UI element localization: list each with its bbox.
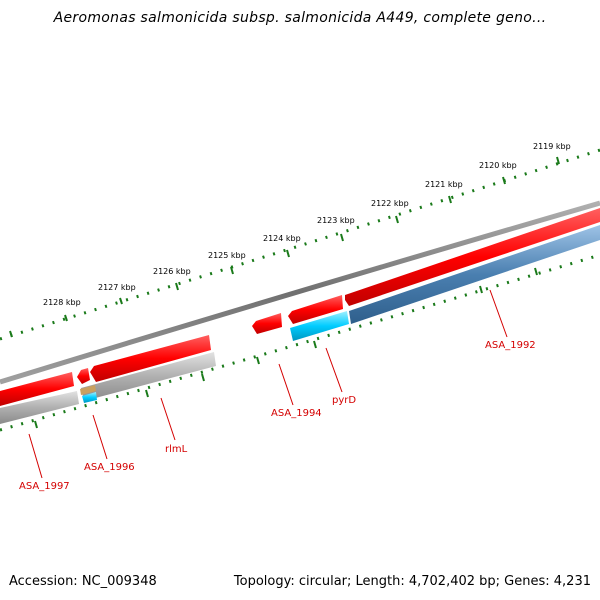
genome-backbone <box>0 200 600 385</box>
gene-pyrD-forward[interactable] <box>288 295 343 324</box>
kbp-label-2119: 2119 kbp <box>533 142 571 151</box>
kbp-label-2125: 2125 kbp <box>208 251 246 260</box>
gene-rlmL[interactable] <box>90 335 211 382</box>
kbp-label-2124: 2124 kbp <box>263 234 301 243</box>
gene-reverse-blue[interactable] <box>349 225 600 324</box>
gene-ASA_1996-reverse[interactable] <box>80 385 96 395</box>
kbp-label-2128: 2128 kbp <box>43 298 81 307</box>
gene-ASA_1997-reverse[interactable] <box>0 391 79 424</box>
accession-text: Accession: NC_009348 <box>9 574 157 589</box>
kbp-label-2126: 2126 kbp <box>153 267 191 276</box>
gene-label-ASA_1992: ASA_1992 <box>485 340 536 351</box>
label-leaders <box>28 289 508 479</box>
gene-label-ASA_1997: ASA_1997 <box>19 481 70 492</box>
gene-rlmL-reverse[interactable] <box>81 352 216 401</box>
map-title: Aeromonas salmonicida subsp. salmonicida… <box>53 10 547 26</box>
kbp-label-2123: 2123 kbp <box>317 216 355 225</box>
inner-major-ticks <box>34 267 538 429</box>
gene-label-ASA_1994: ASA_1994 <box>271 408 322 419</box>
gene-pyrD[interactable] <box>290 311 349 341</box>
kbp-label-2127: 2127 kbp <box>98 283 136 292</box>
gene-ASA_1996-cyan[interactable] <box>82 392 97 403</box>
topology-summary: Topology: circular; Length: 4,702,402 bp… <box>233 574 591 589</box>
kbp-label-2122: 2122 kbp <box>371 199 409 208</box>
kbp-scale-track <box>0 148 600 341</box>
gene-ASA_1992[interactable] <box>345 208 600 306</box>
gene-ASA_1994[interactable] <box>252 313 282 334</box>
kbp-label-2121: 2121 kbp <box>425 180 463 189</box>
gene-label-pyrD: pyrD <box>332 395 356 406</box>
gene-ASA_1997[interactable] <box>0 372 74 406</box>
gene-label-rlmL: rlmL <box>165 444 188 455</box>
kbp-major-ticks <box>9 156 560 338</box>
gene-label-ASA_1996: ASA_1996 <box>84 462 135 473</box>
kbp-label-2120: 2120 kbp <box>479 161 517 170</box>
inner-tick-track <box>0 253 600 432</box>
gene-ASA_1996[interactable] <box>77 368 90 384</box>
